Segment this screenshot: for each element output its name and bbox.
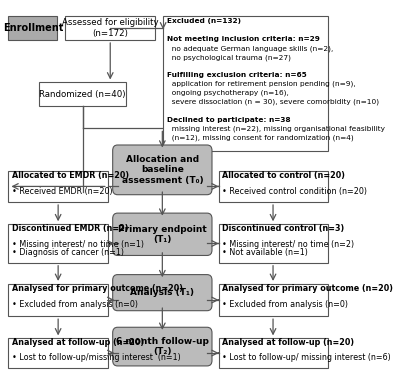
Text: • Received EMDR (n=20): • Received EMDR (n=20) [12,187,113,196]
Text: Discontinued control (n=3): Discontinued control (n=3) [222,224,345,233]
FancyBboxPatch shape [218,171,328,202]
FancyBboxPatch shape [113,275,212,311]
FancyBboxPatch shape [218,284,328,316]
Text: missing interest (n=22), missing organisational feasibility: missing interest (n=22), missing organis… [167,126,385,132]
Text: application for retirement pension pending (n=9),: application for retirement pension pendi… [167,81,356,88]
Text: Analysed at follow-up (n=20): Analysed at follow-up (n=20) [222,338,354,347]
FancyBboxPatch shape [8,16,57,40]
Text: Enrollment: Enrollment [3,23,63,33]
FancyBboxPatch shape [113,213,212,256]
Text: severe dissociation (n = 30), severe comorbidity (n=10): severe dissociation (n = 30), severe com… [167,99,379,105]
Text: • Missing interest/ no time (n=2): • Missing interest/ no time (n=2) [222,240,354,249]
Text: Fulfilling exclusion criteria: n=65: Fulfilling exclusion criteria: n=65 [167,72,307,78]
Text: Excluded (n=132): Excluded (n=132) [167,19,241,24]
FancyBboxPatch shape [8,224,108,263]
FancyBboxPatch shape [163,16,328,151]
Text: no psychological trauma (n=27): no psychological trauma (n=27) [167,54,291,60]
Text: Allocated to EMDR (n=20): Allocated to EMDR (n=20) [12,171,130,180]
Text: Analysed for primary outcome (n=20): Analysed for primary outcome (n=20) [222,284,394,293]
FancyBboxPatch shape [113,145,212,195]
Text: • Lost to follow-up/missing interest  (n=1): • Lost to follow-up/missing interest (n=… [12,353,181,362]
FancyBboxPatch shape [40,82,126,106]
FancyBboxPatch shape [8,284,108,316]
Text: Analysed at follow-up (n=20): Analysed at follow-up (n=20) [12,338,144,347]
FancyBboxPatch shape [113,327,212,366]
Text: Assessed for eligibility
(n=172): Assessed for eligibility (n=172) [62,19,158,38]
Text: Allocation and
baseline
assessment (T₀): Allocation and baseline assessment (T₀) [122,155,203,185]
Text: 6 month follow-up
(T₂): 6 month follow-up (T₂) [116,337,209,356]
Text: • Received control condition (n=20): • Received control condition (n=20) [222,187,368,196]
Text: • Excluded from analysis (n=0): • Excluded from analysis (n=0) [12,301,138,309]
Text: Analysis (T₁): Analysis (T₁) [130,288,194,297]
Text: Declined to participate: n=38: Declined to participate: n=38 [167,117,291,123]
Text: • Lost to follow-up/ missing interest (n=6): • Lost to follow-up/ missing interest (n… [222,353,391,362]
Text: Analysed for primary outcome (n=20): Analysed for primary outcome (n=20) [12,284,183,293]
Text: Primary endpoint
(T₁): Primary endpoint (T₁) [118,224,207,244]
Text: ongoing psychotherapy (n=16),: ongoing psychotherapy (n=16), [167,90,289,96]
Text: • Missing interest/ no time (n=1): • Missing interest/ no time (n=1) [12,240,144,249]
Text: • Not available (n=1): • Not available (n=1) [222,247,308,256]
Text: (n=12), missing consent for randomization (n=4): (n=12), missing consent for randomizatio… [167,135,354,141]
FancyBboxPatch shape [218,338,328,368]
Text: Discontinued EMDR (n=2): Discontinued EMDR (n=2) [12,224,129,233]
Text: • Excluded from analysis (n=0): • Excluded from analysis (n=0) [222,301,348,309]
FancyBboxPatch shape [8,171,108,202]
FancyBboxPatch shape [66,16,155,40]
Text: Allocated to control (n=20): Allocated to control (n=20) [222,171,346,180]
FancyBboxPatch shape [8,338,108,368]
Text: Not meeting inclusion criteria: n=29: Not meeting inclusion criteria: n=29 [167,36,320,42]
Text: no adequate German language skills (n=2),: no adequate German language skills (n=2)… [167,45,333,52]
Text: Randomized (n=40): Randomized (n=40) [39,90,126,99]
FancyBboxPatch shape [218,224,328,263]
Text: • Diagnosis of cancer (n=1): • Diagnosis of cancer (n=1) [12,247,124,256]
